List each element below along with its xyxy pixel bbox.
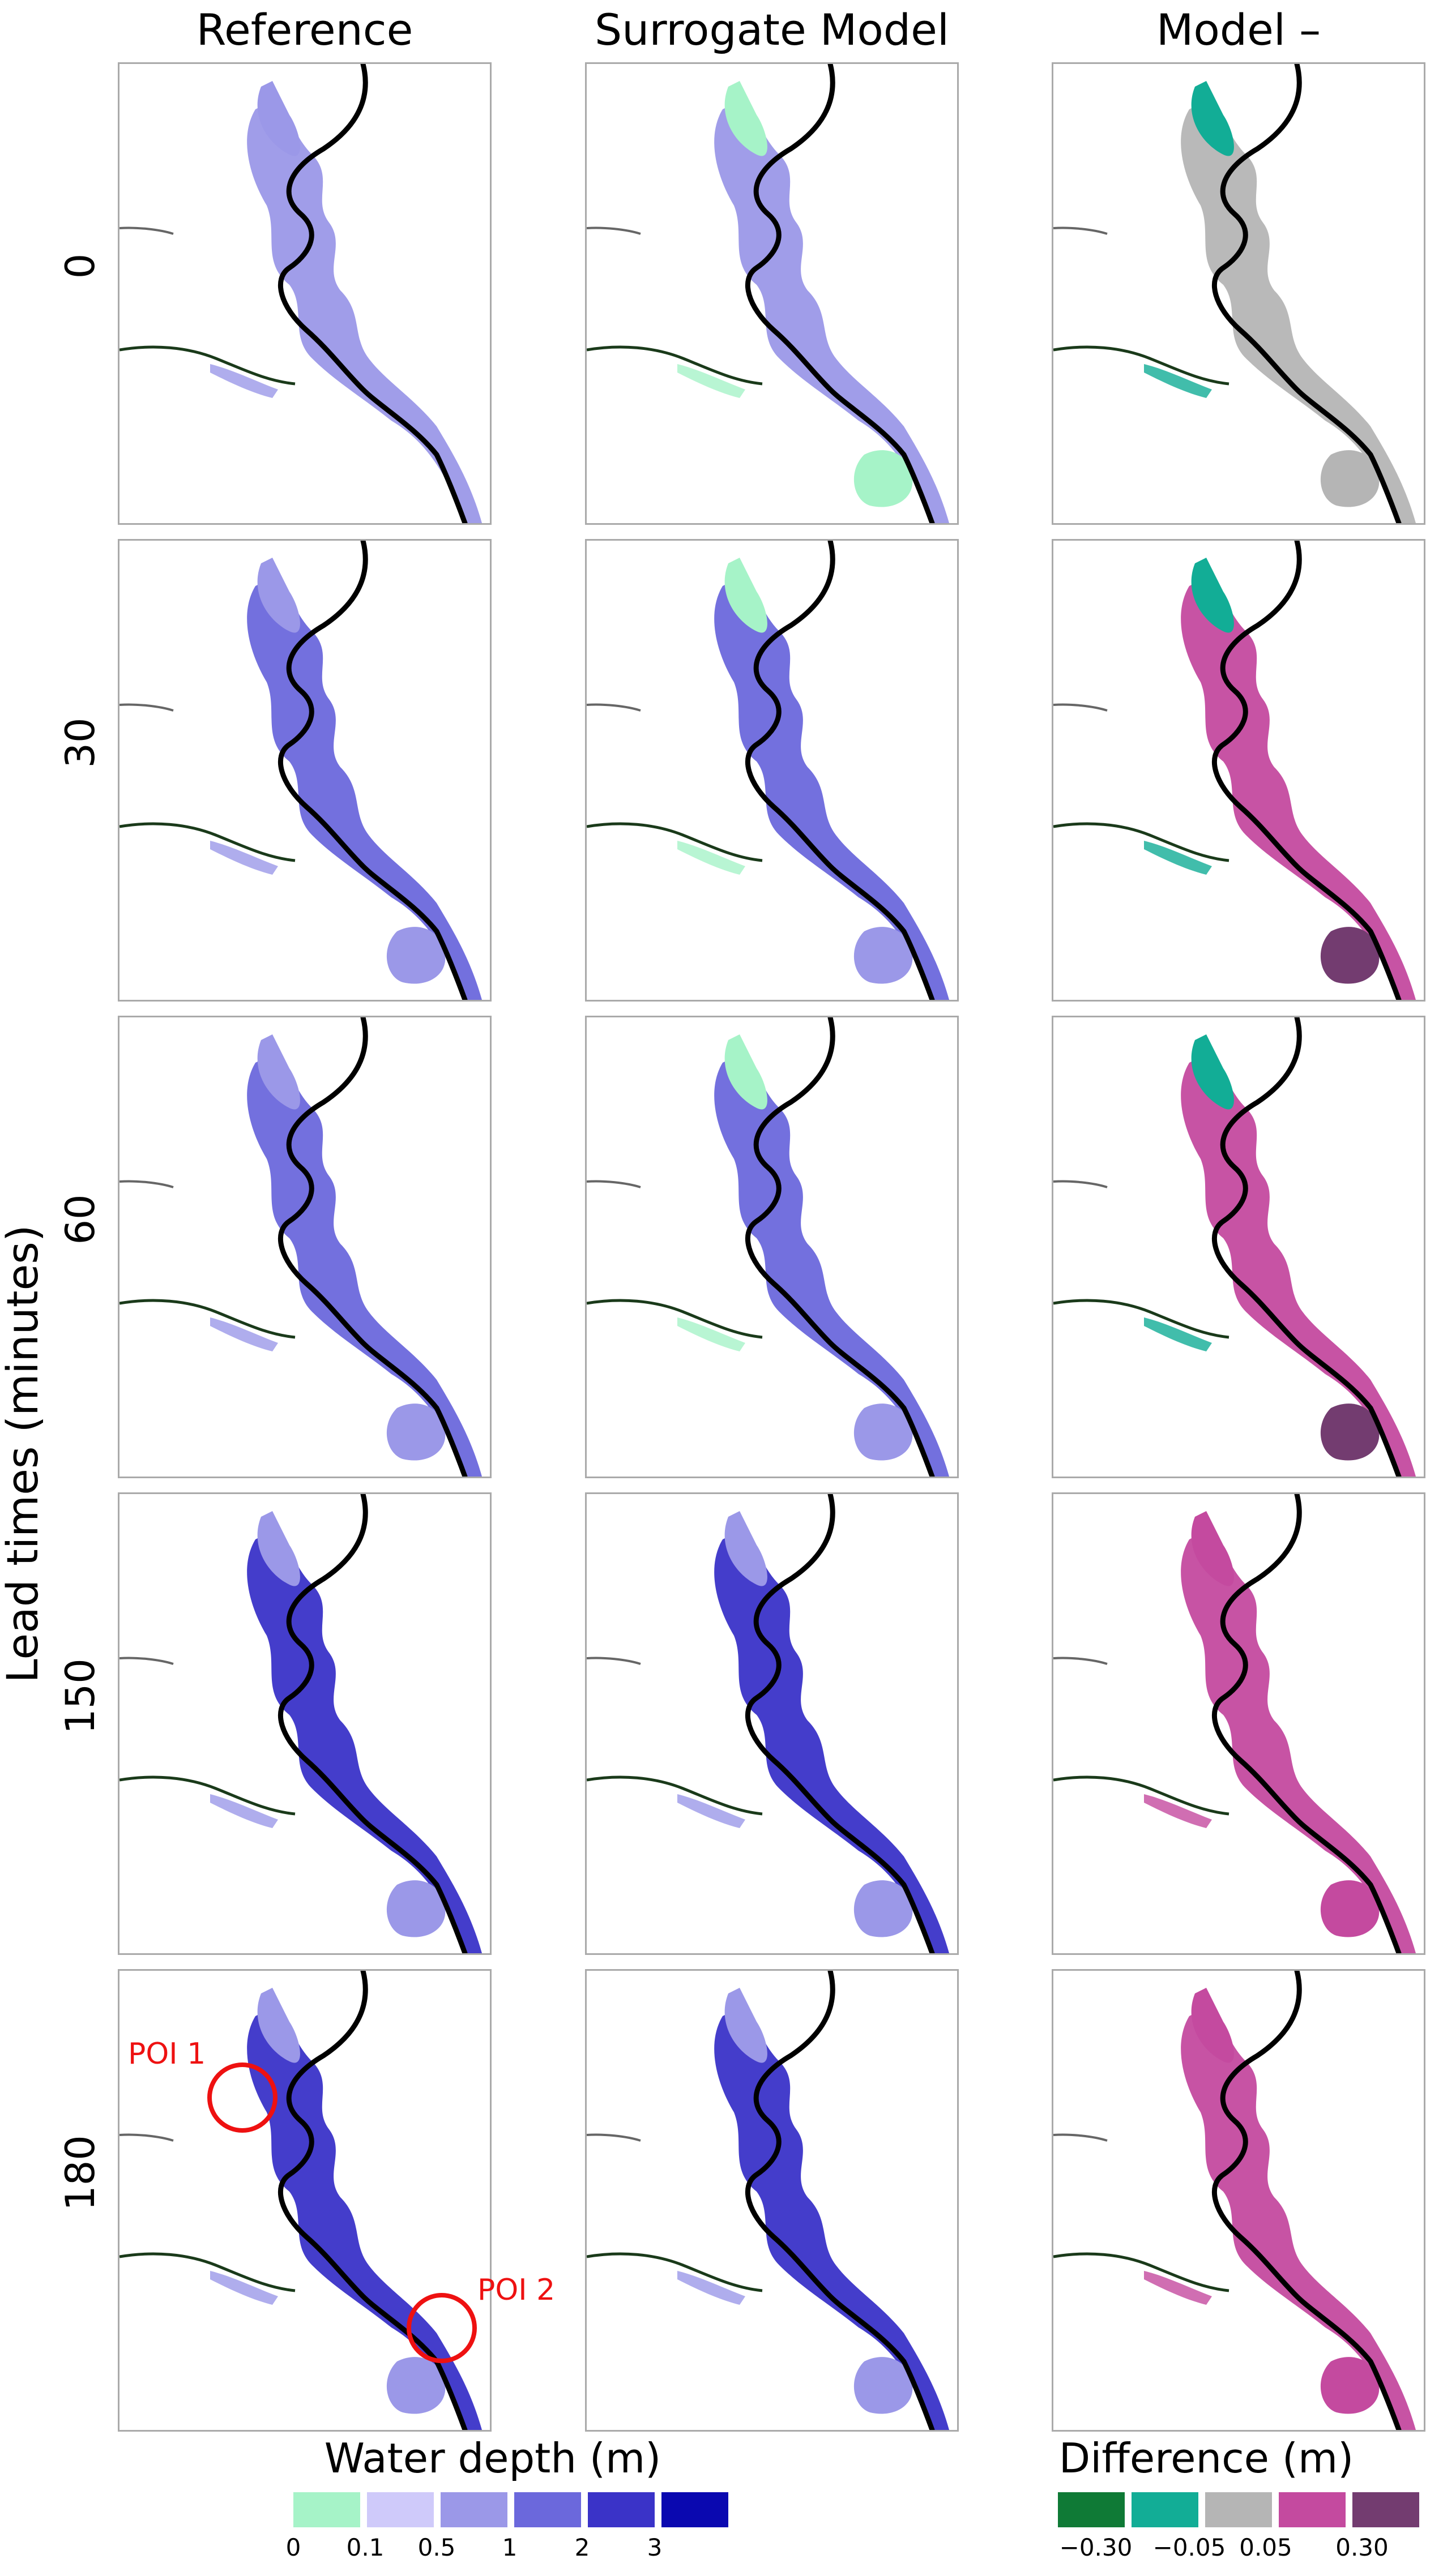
flood-map: [587, 64, 949, 523]
flood-map: [587, 541, 949, 1000]
map-panel-difference-30: [1052, 539, 1425, 1002]
row-label-150: 150: [57, 1658, 104, 1734]
flood-map: [1053, 541, 1416, 1000]
depth-tick-label: 0.5: [417, 2534, 456, 2561]
row-label-0: 0: [57, 253, 104, 279]
flood-map: [587, 1017, 949, 1477]
depth-swatch-0: [293, 2492, 360, 2527]
flood-map: [1053, 1017, 1416, 1477]
column-title-reference: Reference: [196, 5, 413, 55]
difference-tick-label: 0.30: [1335, 2534, 1389, 2561]
flood-map: [119, 1494, 482, 1953]
depth-swatch-4: [588, 2492, 655, 2527]
difference-legend-title: Difference (m): [1058, 2434, 1354, 2482]
map-panel-surrogate-180: [585, 1969, 959, 2432]
map-panel-difference-150: [1052, 1492, 1425, 1955]
depth-swatch-3: [514, 2492, 581, 2527]
flood-map: [119, 1017, 482, 1477]
map-panel-difference-180: [1052, 1969, 1425, 2432]
flood-map: [587, 1494, 949, 1953]
map-panel-reference-30: [118, 539, 492, 1002]
difference-swatch-1: [1132, 2492, 1198, 2527]
map-panel-surrogate-30: [585, 539, 959, 1002]
flood-map: [1053, 1494, 1416, 1953]
map-panel-difference-60: [1052, 1016, 1425, 1478]
difference-swatch-0: [1058, 2492, 1125, 2527]
map-panel-surrogate-60: [585, 1016, 959, 1478]
difference-tick-label: −0.30: [1059, 2534, 1133, 2561]
depth-tick-label: 1: [502, 2534, 518, 2561]
flood-map: [1053, 1971, 1416, 2430]
map-panel-reference-150: [118, 1492, 492, 1955]
row-label-60: 60: [57, 1194, 104, 1245]
flood-map: [119, 541, 482, 1000]
flood-map: [119, 64, 482, 523]
depth-swatch-1: [367, 2492, 434, 2527]
depth-swatch-5: [661, 2492, 728, 2527]
poi-2-label: POI 2: [477, 2273, 556, 2307]
depth-tick-label: 3: [647, 2534, 663, 2561]
depth-tick-label: 0.1: [346, 2534, 385, 2561]
depth-tick-label: 0: [285, 2534, 301, 2561]
map-panel-surrogate-150: [585, 1492, 959, 1955]
poi-1-label: POI 1: [128, 2037, 206, 2071]
row-label-180: 180: [57, 2135, 104, 2211]
difference-swatch-4: [1352, 2492, 1419, 2527]
flood-map: [1053, 64, 1416, 523]
map-panel-reference-60: [118, 1016, 492, 1478]
difference-tick-label: 0.05: [1239, 2534, 1292, 2561]
difference-swatch-3: [1279, 2492, 1346, 2527]
y-axis-title: Lead times (minutes): [0, 1225, 48, 1683]
map-panel-reference-0: [118, 62, 492, 525]
difference-tick-label: −0.05: [1152, 2534, 1226, 2561]
difference-swatch-2: [1205, 2492, 1272, 2527]
depth-legend-title: Water depth (m): [324, 2434, 661, 2482]
depth-swatch-2: [441, 2492, 507, 2527]
map-panel-surrogate-0: [585, 62, 959, 525]
flood-map: [587, 1971, 949, 2430]
depth-tick-label: 2: [574, 2534, 590, 2561]
row-label-30: 30: [57, 717, 104, 768]
map-panel-difference-0: [1052, 62, 1425, 525]
column-title-surrogate: Surrogate Model: [594, 5, 950, 55]
